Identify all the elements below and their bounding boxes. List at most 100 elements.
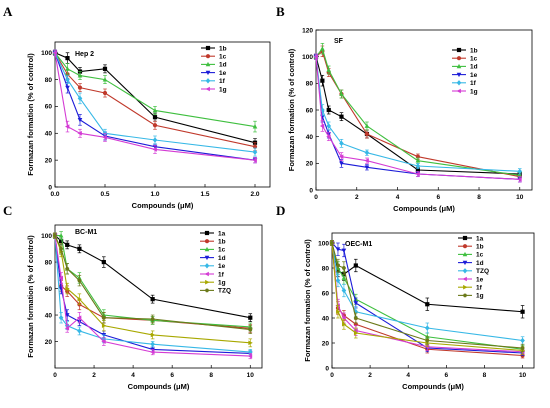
data-point-1d xyxy=(320,46,325,51)
data-point-1a xyxy=(425,302,430,307)
series-1g xyxy=(52,49,257,164)
y-tick-label: 80 xyxy=(306,81,314,88)
x-tick-label: 4 xyxy=(396,194,400,201)
chart-title: SF xyxy=(334,38,344,45)
legend-marker-1g xyxy=(462,293,468,298)
data-point-1g xyxy=(517,177,522,182)
data-point-1f xyxy=(77,95,83,102)
legend-label-1d: 1d xyxy=(470,64,478,71)
data-point-1f xyxy=(65,76,70,83)
chart-title: BC-M1 xyxy=(75,229,97,236)
data-point-1f xyxy=(76,315,82,320)
data-point-1g xyxy=(150,332,156,338)
data-point-1g xyxy=(252,157,257,163)
x-tick-label: 2 xyxy=(355,194,359,201)
legend-label-1b: 1b xyxy=(470,47,478,54)
legend-label-tzq: TZQ xyxy=(218,288,231,295)
legend-marker-1a xyxy=(462,235,468,241)
data-point-1d xyxy=(65,66,70,71)
legend-marker-1c xyxy=(204,246,210,252)
data-point-1f xyxy=(415,163,421,169)
data-point-1d xyxy=(353,301,359,306)
data-point-1f xyxy=(320,107,325,113)
data-point-1g xyxy=(102,135,107,140)
data-point-1g xyxy=(65,286,70,291)
data-point-1f xyxy=(353,330,359,336)
y-axis-title: Formazan formation (% of control) xyxy=(26,53,35,176)
data-point-1a xyxy=(353,263,358,268)
data-point-1e xyxy=(247,349,253,355)
data-point-1a xyxy=(520,309,525,314)
x-tick-label: 0 xyxy=(53,372,57,379)
data-point-1f xyxy=(58,275,63,281)
x-tick-label: 10 xyxy=(247,372,255,379)
data-point-1d xyxy=(341,248,347,254)
legend-label-tzq: TZQ xyxy=(476,268,489,275)
series-1a xyxy=(329,240,525,319)
legend-marker-1c xyxy=(462,251,468,257)
y-tick-label: 40 xyxy=(45,312,53,319)
x-tick-label: 0.5 xyxy=(100,191,109,198)
y-tick-label: 100 xyxy=(318,240,329,247)
y-axis-title: Formazan formation (% of control) xyxy=(303,239,312,362)
chart-title: OEC-M1 xyxy=(345,241,372,248)
data-point-1e xyxy=(339,161,344,166)
legend-marker-1e xyxy=(456,72,462,78)
x-tick-label: 0 xyxy=(314,194,318,201)
y-tick-label: 40 xyxy=(322,315,330,322)
panel-letter: A xyxy=(3,4,13,19)
x-tick-label: 6 xyxy=(445,372,449,379)
legend-marker-1b xyxy=(456,47,462,53)
y-tick-label: 60 xyxy=(322,290,330,297)
series-tzq xyxy=(52,232,253,334)
data-point-1d xyxy=(252,124,258,129)
plot-frame xyxy=(54,224,263,369)
data-point-1f xyxy=(64,325,70,331)
y-tick-label: 0 xyxy=(48,184,52,191)
series-line-1g xyxy=(331,242,523,349)
y-tick-label: 20 xyxy=(45,157,53,164)
x-tick-label: 1.0 xyxy=(150,191,159,198)
legend-label-1c: 1c xyxy=(476,252,484,259)
chart-title: Hep 2 xyxy=(75,51,94,58)
legend-label-1f: 1f xyxy=(470,80,477,87)
series-line-1f xyxy=(54,52,256,153)
panel-c: C 0 2 4 6 8 10 20 40 60 80 100 Compounds (μM) Formaza… xyxy=(3,203,263,391)
legend-marker-1e xyxy=(204,263,210,269)
legend-marker-1b xyxy=(204,239,210,244)
y-tick-label: 20 xyxy=(306,161,314,168)
legend-label-1d: 1d xyxy=(476,260,484,267)
legend-marker-1f xyxy=(204,271,209,277)
series-line-1f xyxy=(331,242,523,352)
series-tzq xyxy=(329,240,525,345)
data-point-1a xyxy=(248,315,253,320)
data-point-1b xyxy=(326,107,331,113)
y-tick-label: 40 xyxy=(306,134,314,141)
data-point-tzq xyxy=(77,278,82,283)
data-point-1g xyxy=(326,134,331,139)
data-point-1b xyxy=(152,115,158,120)
y-tick-label: 100 xyxy=(41,50,52,57)
data-point-1g xyxy=(152,147,157,152)
legend-label-1c: 1c xyxy=(219,54,227,61)
data-point-1e xyxy=(77,117,83,123)
x-tick-label: 6 xyxy=(170,372,174,379)
data-point-tzq xyxy=(59,247,64,251)
data-point-1g xyxy=(64,124,70,129)
legend-label-1e: 1e xyxy=(470,72,478,79)
series-line-1e xyxy=(54,52,256,161)
data-point-tzq xyxy=(52,233,58,238)
data-point-1c xyxy=(364,131,370,137)
x-tick-label: 2 xyxy=(368,372,372,379)
y-tick-label: 60 xyxy=(45,286,53,293)
data-point-tzq xyxy=(65,266,70,271)
data-point-1d xyxy=(517,172,523,178)
data-point-1e xyxy=(58,314,64,321)
data-point-1f xyxy=(150,349,155,355)
data-point-1g xyxy=(77,130,82,136)
data-point-1d xyxy=(364,123,370,128)
